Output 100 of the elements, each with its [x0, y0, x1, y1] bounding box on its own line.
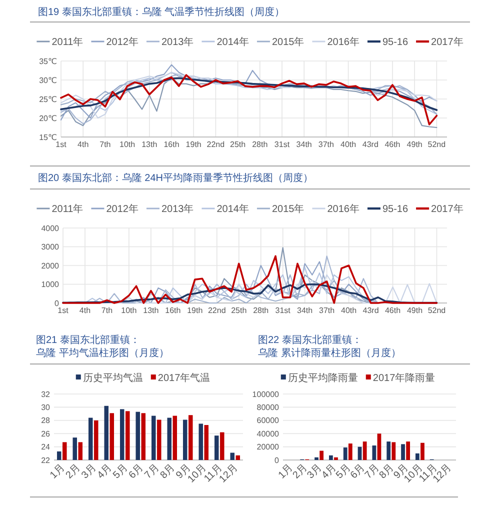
legend-item: 2015年	[256, 37, 304, 48]
x-tick-label: 10th	[120, 140, 136, 149]
y-tick-label: 15℃	[39, 132, 58, 142]
legend-label: 2017年	[431, 36, 464, 48]
x-tick-label: 1st	[58, 306, 70, 315]
y-tick-label: 80000	[256, 403, 280, 412]
x-tick-label: 1st	[56, 140, 68, 149]
x-tick-label: 22nd	[206, 140, 225, 149]
x-tick-label: 34th	[296, 140, 312, 149]
title: 图21 泰国东北部重镇：乌隆 平均气温柱形图（月度）	[36, 335, 169, 359]
x-tick-label: 43rd	[362, 306, 379, 315]
y-tick-label: 25℃	[39, 94, 58, 104]
x-tick-label: 3月	[305, 462, 324, 482]
y-tick-label: 4000	[41, 224, 60, 233]
legend-item: 2013年	[146, 37, 194, 48]
legend-item: 2012年	[91, 37, 138, 48]
title: 图20 泰国东北部：乌隆 24H平均降雨量季节性折线图（周度）	[38, 173, 314, 184]
y-tick-label: 35℃	[39, 56, 58, 66]
x-tick-label: 16th	[165, 306, 181, 315]
legend-label: 2014年	[216, 36, 249, 48]
x-tick-label: 10th	[121, 306, 137, 315]
legend-item: 2015年	[256, 204, 304, 215]
y-tick-label: 20℃	[39, 114, 58, 123]
x-tick-label: 37th	[319, 306, 335, 315]
legend-item: 历史平均降雨量	[280, 373, 358, 384]
y-tick-label: 24	[41, 442, 51, 452]
y-tick-label: 26	[41, 429, 51, 438]
x-tick-label: 52nd	[428, 306, 446, 315]
legend-item: 95-16	[367, 37, 408, 48]
x-tick-label: 7th	[100, 140, 111, 149]
legend-label: 2016年	[327, 203, 360, 215]
legend-item: 2014年	[202, 204, 249, 215]
legend-label: 2017年气温	[158, 372, 210, 384]
y-tick-label: 28	[41, 416, 51, 426]
x-tick-label: 4th	[78, 140, 89, 149]
legend-label: 2011年	[52, 36, 84, 48]
x-tick-label: 16th	[164, 140, 180, 149]
x-tick-label: 49th	[406, 140, 422, 149]
y-tick-label: 20000	[256, 442, 280, 452]
x-tick-label: 7th	[101, 306, 113, 315]
legend-item: 95-16	[367, 204, 408, 215]
y-tick-label: 1000	[41, 280, 60, 290]
x-tick-label: 13th	[142, 140, 158, 149]
y-tick-label: 60000	[256, 416, 280, 426]
legend-item: 2014年	[202, 37, 249, 48]
x-tick-label: 28th	[253, 306, 269, 315]
legend-label: 95-16	[382, 204, 408, 215]
y-tick-label: 30℃	[39, 76, 58, 85]
x-tick-label: 40th	[340, 140, 356, 149]
y-tick-label: 3000	[41, 242, 60, 252]
x-tick-label: 43rd	[362, 140, 378, 149]
legend-item: 2013年	[146, 204, 194, 215]
y-tick-label: 0	[54, 298, 60, 308]
legend-label: 2017年	[431, 203, 464, 215]
y-tick-label: 40000	[256, 429, 280, 438]
legend-item: 历史平均气温	[76, 373, 143, 384]
legend-label: 2017年降雨量	[372, 372, 436, 384]
legend-item: 2016年	[312, 204, 360, 215]
x-tick-label: 37th	[318, 140, 334, 149]
x-tick-label: 34th	[297, 306, 313, 315]
x-tick-label: 13th	[143, 306, 159, 315]
y-tick-label: 22	[41, 456, 51, 465]
legend-label: 历史平均气温	[82, 372, 143, 384]
legend-label: 95-16	[382, 37, 408, 48]
legend-label: 2012年	[106, 36, 138, 48]
x-tick-label: 4th	[79, 306, 91, 315]
legend-label: 2014年	[216, 203, 249, 215]
legend-item: 2017年降雨量	[366, 373, 436, 384]
legend-item: 2011年	[36, 37, 84, 48]
x-tick-label: 28th	[252, 140, 268, 149]
legend-label: 2015年	[272, 203, 304, 215]
y-tick-label: 30	[41, 403, 51, 412]
title: 图22 泰国东北部重镇：乌隆 累计降雨量柱形图（月度）	[258, 335, 401, 359]
x-tick-label: 46th	[384, 140, 400, 149]
x-tick-label: 31st	[275, 306, 292, 315]
legend-label: 2013年	[161, 203, 194, 215]
legend-label: 历史平均降雨量	[288, 372, 358, 384]
x-tick-label: 46th	[384, 306, 401, 315]
legend-label: 2013年	[161, 36, 194, 48]
x-tick-label: 25th	[231, 306, 247, 315]
legend-label: 2012年	[106, 203, 138, 215]
x-tick-label: 40th	[341, 306, 357, 315]
y-tick-label: 100000	[252, 390, 280, 399]
legend-item: 2016年	[312, 37, 360, 48]
legend-label: 2011年	[52, 203, 84, 215]
legend-item: 2017年气温	[150, 373, 210, 384]
y-tick-label: 0	[274, 456, 280, 465]
y-tick-label: 32	[41, 390, 51, 399]
x-tick-label: 22nd	[208, 306, 226, 315]
legend-label: 2016年	[327, 36, 360, 48]
legend-item: 2011年	[36, 204, 84, 215]
legend-item: 2017年	[416, 204, 464, 215]
title: 图19 泰国东北部重镇：乌隆 气温季节性折线图（周度）	[38, 7, 285, 18]
x-tick-label: 52nd	[428, 140, 446, 149]
x-tick-label: 19th	[187, 306, 203, 315]
x-tick-label: 25th	[230, 140, 246, 149]
x-tick-label: 31st	[274, 140, 290, 149]
legend-label: 2015年	[272, 36, 304, 48]
legend-item: 2012年	[91, 204, 138, 215]
x-tick-label: 49th	[406, 306, 423, 315]
